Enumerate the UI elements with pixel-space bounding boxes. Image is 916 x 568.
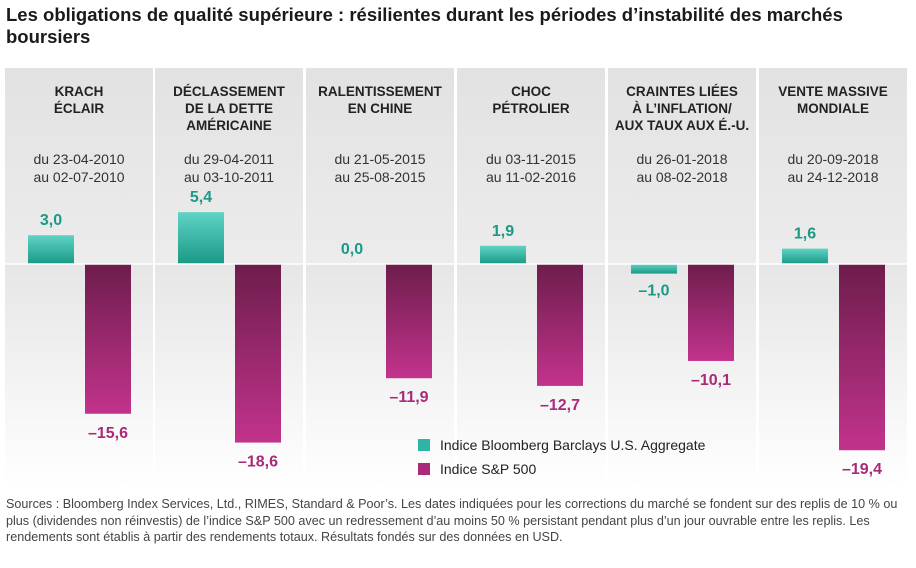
chart-title: Les obligations de qualité supérieure : … xyxy=(6,4,843,47)
panel-date-line: au 08-02-2018 xyxy=(636,169,727,185)
panel-date-line: du 26-01-2018 xyxy=(636,151,727,167)
legend-swatch-equities xyxy=(418,463,430,475)
legend: Indice Bloomberg Barclays U.S. Aggregate… xyxy=(418,433,705,481)
panel-date-line: du 20-09-2018 xyxy=(787,151,878,167)
panel-name-line: À L’INFLATION/ xyxy=(632,101,732,116)
bar-label-equities: –12,7 xyxy=(540,397,580,414)
panel-name-line: AMÉRICAINE xyxy=(186,118,272,133)
panel-date-line: au 24-12-2018 xyxy=(787,169,878,185)
panel-bg-top xyxy=(306,68,454,264)
bar-equities xyxy=(688,264,734,361)
legend-label-bonds: Indice Bloomberg Barclays U.S. Aggregate xyxy=(440,437,706,453)
bar-equities xyxy=(386,264,432,379)
bar-bonds xyxy=(178,212,224,264)
bar-label-equities: –19,4 xyxy=(842,461,882,478)
bar-label-bonds: 1,9 xyxy=(492,223,514,240)
panel-date-line: du 29-04-2011 xyxy=(184,151,274,167)
panel-date-line: du 03-11-2015 xyxy=(486,151,576,167)
bar-label-bonds: 1,6 xyxy=(794,226,816,243)
bar-chart: KRACH ÉCLAIR du 23-04-2010 au 02-07-2010 3,0… xyxy=(5,68,907,488)
panel-date-line: du 23-04-2010 xyxy=(33,151,124,167)
legend-label-equities: Indice S&P 500 xyxy=(440,461,537,477)
bar-equities xyxy=(235,264,281,443)
panel-name-line: AUX TAUX AUX É.-U. xyxy=(615,118,749,133)
panel-date-line: au 11-02-2016 xyxy=(486,169,576,185)
bar-label-bonds: 5,4 xyxy=(190,189,212,206)
panel-name-line: RALENTISSEMENT xyxy=(318,84,443,99)
bar-bonds xyxy=(631,264,677,274)
panel-date-line: au 03-10-2011 xyxy=(184,169,274,185)
bar-label-bonds: 3,0 xyxy=(40,212,62,229)
bar-bonds xyxy=(28,235,74,264)
panel-bg-top xyxy=(5,68,153,264)
bar-equities xyxy=(839,264,885,451)
panel-name-line: DE LA DETTE xyxy=(185,101,273,116)
bar-label-equities: –15,6 xyxy=(88,425,128,442)
panel-name-line: DÉCLASSEMENT xyxy=(173,84,286,99)
bar-label-bonds: –1,0 xyxy=(638,283,669,300)
panel-name-line: ÉCLAIR xyxy=(54,101,105,116)
legend-swatch-bonds xyxy=(418,439,430,451)
bar-label-equities: –18,6 xyxy=(238,454,278,471)
panel-name-line: VENTE MASSIVE xyxy=(778,84,888,99)
bar-bonds xyxy=(480,245,526,264)
panel-bg-top xyxy=(608,68,756,264)
footnote: Sources : Bloomberg Index Services, Ltd.… xyxy=(6,497,898,544)
panel-name-line: MONDIALE xyxy=(797,101,869,116)
panel-name-line: CHOC xyxy=(511,84,551,99)
bar-equities xyxy=(537,264,583,386)
bar-bonds xyxy=(782,248,828,264)
panel-bg-top xyxy=(457,68,605,264)
panel-date-line: au 02-07-2010 xyxy=(33,169,124,185)
panel-name-line: KRACH xyxy=(55,84,104,99)
panel-bg-top xyxy=(759,68,907,264)
bar-label-equities: –10,1 xyxy=(691,372,731,389)
bar-equities xyxy=(85,264,131,414)
panel-date-line: au 25-08-2015 xyxy=(334,169,425,185)
legend-item-equities: Indice S&P 500 xyxy=(418,457,705,481)
panel-name-line: EN CHINE xyxy=(348,101,413,116)
panel-date-line: du 21-05-2015 xyxy=(334,151,425,167)
bar-label-equities: –11,9 xyxy=(389,389,428,406)
panel-name-line: CRAINTES LIÉES xyxy=(626,84,738,99)
legend-item-bonds: Indice Bloomberg Barclays U.S. Aggregate xyxy=(418,433,705,457)
bar-label-bonds: 0,0 xyxy=(341,241,363,258)
panel-name-line: PÉTROLIER xyxy=(492,101,570,116)
